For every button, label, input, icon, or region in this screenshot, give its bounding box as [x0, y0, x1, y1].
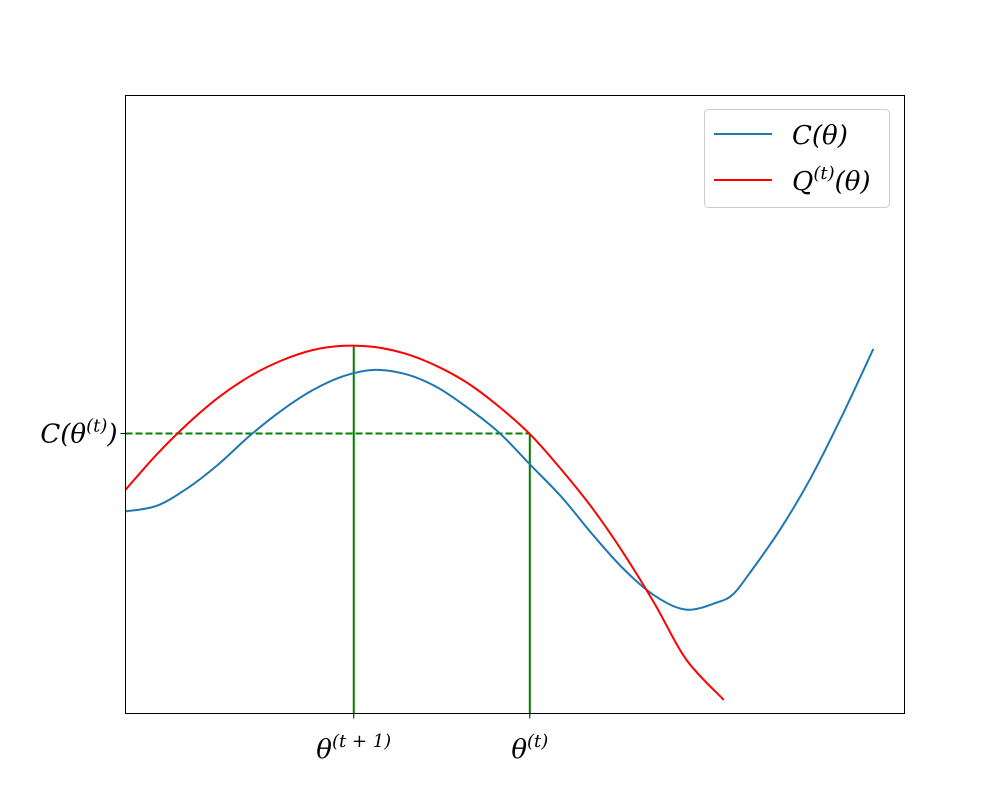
x-tick-label-0: θ(t + 1) [316, 731, 391, 765]
x-ticks: θ(t + 1) θ(t) [316, 713, 548, 765]
guide-lines [125, 345, 531, 714]
legend-label-0: C(θ) [792, 121, 848, 151]
series-line-1 [124, 344, 725, 701]
series-lines [124, 344, 875, 701]
x-tick-label-1: θ(t) [511, 731, 548, 765]
legend: C(θ) Q(t)(θ) [704, 109, 890, 208]
series-line-0 [125, 348, 875, 611]
y-tick-label-0: C(θ(t)) [40, 416, 117, 450]
axes-frame [125, 95, 905, 714]
legend-label-1: Q(t)(θ) [792, 163, 871, 197]
y-ticks: C(θ(t)) [40, 416, 126, 450]
